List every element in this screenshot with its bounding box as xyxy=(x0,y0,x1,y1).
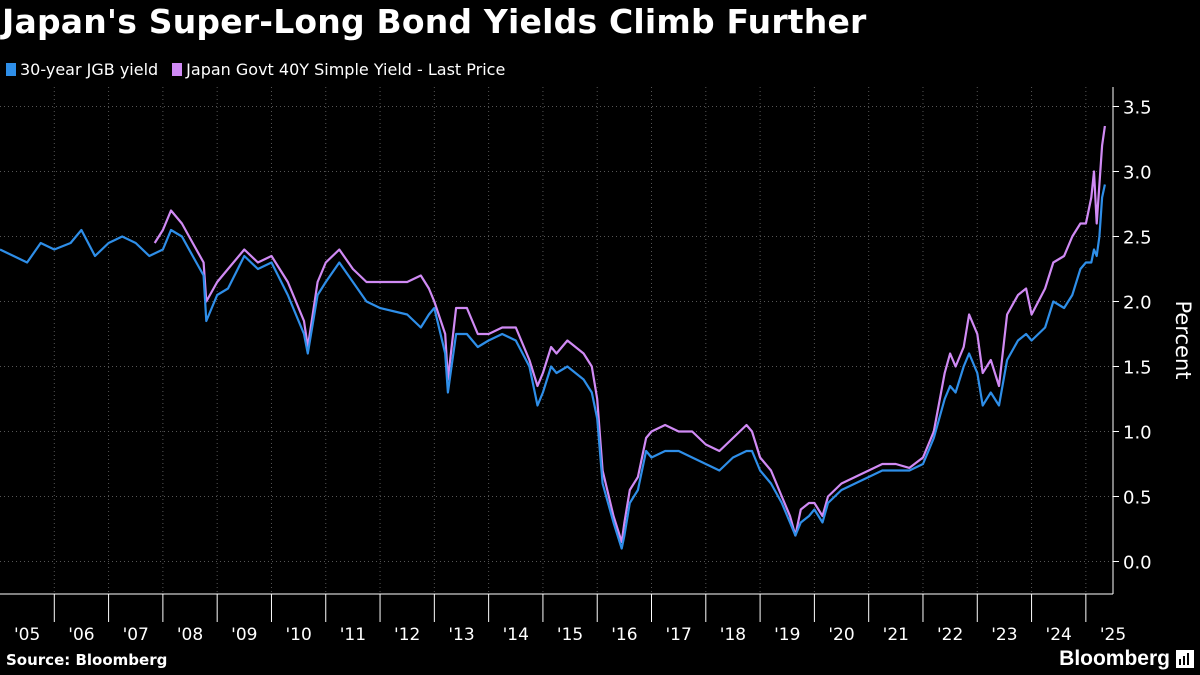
x-tick-label: '10 xyxy=(285,625,311,645)
x-tick-label: '06 xyxy=(68,625,94,645)
brand-logo-text: Bloomberg xyxy=(1059,647,1170,670)
legend-item-40y: Japan Govt 40Y Simple Yield - Last Price xyxy=(172,60,505,79)
x-tick-label: '18 xyxy=(720,625,746,645)
x-tick-label: '08 xyxy=(177,625,203,645)
series-line-40y-jgb xyxy=(153,125,1106,544)
x-tick-label: '22 xyxy=(937,625,963,645)
series-line-30y-jgb xyxy=(0,184,1106,550)
x-tick-label: '21 xyxy=(883,625,909,645)
x-tick-label: '24 xyxy=(1046,625,1072,645)
x-tick-label: '07 xyxy=(123,625,149,645)
x-tick-label: '13 xyxy=(448,625,474,645)
x-tick-label: '05 xyxy=(14,625,40,645)
y-tick-label: 1.5 xyxy=(1123,358,1152,379)
bloomberg-logo-icon xyxy=(1176,650,1194,668)
legend-item-30y: 30-year JGB yield xyxy=(6,60,158,79)
y-tick-label: 0.5 xyxy=(1123,488,1152,509)
y-tick-label: 3.5 xyxy=(1123,98,1152,119)
x-tick-label: '19 xyxy=(774,625,800,645)
y-tick-label: 0.0 xyxy=(1123,553,1152,574)
y-tick-label: 2.0 xyxy=(1123,293,1152,314)
y-tick-label: 1.0 xyxy=(1123,423,1152,444)
x-tick-label: '20 xyxy=(828,625,854,645)
legend-swatch-40y xyxy=(172,63,183,76)
legend-label-30y: 30-year JGB yield xyxy=(20,60,159,79)
x-tick-label: '25 xyxy=(1100,625,1126,645)
x-tick-label: '09 xyxy=(231,625,257,645)
y-tick-label: 3.0 xyxy=(1123,163,1152,184)
y-axis-label: Percent xyxy=(1171,300,1195,379)
legend-label-40y: Japan Govt 40Y Simple Yield - Last Price xyxy=(186,60,506,79)
legend: 30-year JGB yield Japan Govt 40Y Simple … xyxy=(6,60,505,79)
x-tick-label: '11 xyxy=(340,625,366,645)
x-tick-label: '15 xyxy=(557,625,583,645)
chart-title: Japan's Super-Long Bond Yields Climb Fur… xyxy=(2,2,867,41)
source-note: Source: Bloomberg xyxy=(6,651,168,669)
x-tick-label: '16 xyxy=(611,625,637,645)
x-tick-label: '17 xyxy=(666,625,692,645)
legend-swatch-30y xyxy=(6,63,16,76)
x-tick-label: '14 xyxy=(503,625,529,645)
x-tick-label: '23 xyxy=(991,625,1017,645)
y-tick-label: 2.5 xyxy=(1123,228,1152,249)
x-tick-label: '12 xyxy=(394,625,420,645)
